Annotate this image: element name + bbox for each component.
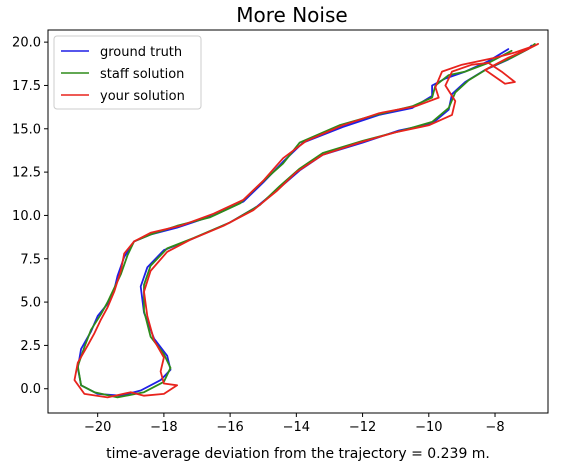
y-axis-ticks: 0.0 2.5 5.0 7.5 10.0 12.5 15.0 17.5 20.0 [12,36,48,397]
y-tick-label: 7.5 [20,252,41,267]
x-tick-label: −8 [485,420,504,435]
legend-label-your-solution: your solution [100,89,185,104]
y-tick-label: 2.5 [20,339,41,354]
x-tick-label: −12 [349,420,376,435]
series-line-your-solution [73,43,539,399]
x-tick-label: −16 [216,420,243,435]
x-axis-label: time-average deviation from the trajecto… [106,446,490,462]
y-tick-label: 12.5 [12,166,41,181]
plot-area-frame [47,29,549,414]
legend-frame [53,35,202,110]
legend: ground truth staff solution your solutio… [53,35,202,110]
x-tick-label: −18 [150,420,177,435]
x-tick-label: −10 [415,420,442,435]
legend-label-staff-solution: staff solution [100,67,184,82]
x-tick-label: −14 [283,420,310,435]
series-layer [73,43,539,399]
x-axis-ticks: −20 −18 −16 −14 −12 −10 −8 [84,413,505,435]
y-tick-label: 0.0 [20,382,41,397]
y-tick-label: 15.0 [12,122,41,137]
x-tick-label: −20 [84,420,111,435]
legend-label-ground-truth: ground truth [100,45,182,60]
chart-title: More Noise [236,3,347,27]
y-tick-label: 10.0 [12,209,41,224]
y-tick-label: 5.0 [20,296,41,311]
y-tick-label: 20.0 [12,36,41,51]
y-tick-label: 17.5 [12,79,41,94]
